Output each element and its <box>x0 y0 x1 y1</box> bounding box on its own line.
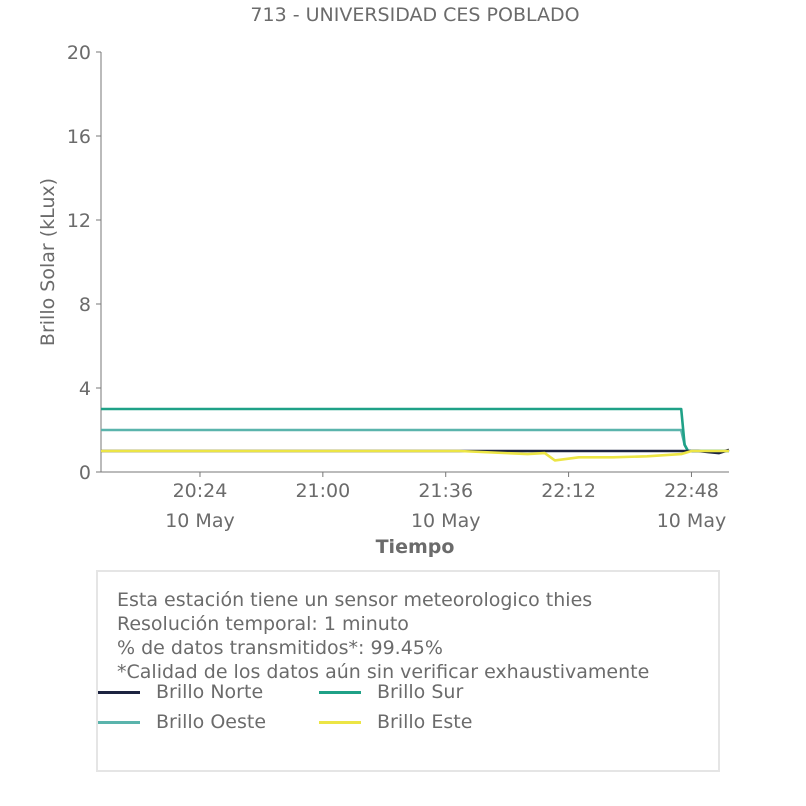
legend-swatch <box>319 721 361 724</box>
info-transmitted-text: % de datos transmitidos*: 99.45% <box>117 637 443 659</box>
x-tick-label: 21:00 <box>295 480 350 502</box>
series-layer <box>101 407 730 462</box>
y-tick-label: 20 <box>67 42 91 64</box>
series-line-brillo-este <box>101 449 729 462</box>
legend-label: Brillo Este <box>377 711 473 733</box>
x-tick-sublabel: 10 May <box>657 510 727 532</box>
legend-item-brillo-norte: Brillo Norte <box>98 680 298 704</box>
legend-label: Brillo Norte <box>156 681 264 703</box>
legend-label: Brillo Sur <box>377 681 464 703</box>
y-tick-label: 0 <box>79 462 91 484</box>
legend-swatch <box>98 691 140 694</box>
chart-title: 713 - UNIVERSIDAD CES POBLADO <box>250 4 579 26</box>
y-tick-label: 8 <box>79 294 91 316</box>
legend-item-brillo-este: Brillo Este <box>319 710 519 734</box>
info-quality-note: *Calidad de los datos aún sin verificar … <box>117 661 650 683</box>
x-tick-label: 21:36 <box>418 480 473 502</box>
info-station-text: Esta estación tiene un sensor meteorolog… <box>117 589 593 611</box>
legend-swatch <box>98 721 140 724</box>
y-tick-label: 4 <box>79 378 91 400</box>
y-tick-label: 16 <box>67 126 91 148</box>
x-tick-sublabel: 10 May <box>165 510 235 532</box>
series-line-brillo-oeste <box>101 428 729 453</box>
chart-canvas: 713 - UNIVERSIDAD CES POBLADO Brillo Sol… <box>37 4 730 558</box>
x-axis-label: Tiempo <box>376 536 455 558</box>
y-tick-label: 12 <box>67 210 91 232</box>
x-tick-label: 20:24 <box>173 480 228 502</box>
x-tick-label: 22:12 <box>541 480 596 502</box>
x-tick-sublabel: 10 May <box>411 510 481 532</box>
x-tick-label: 22:48 <box>664 480 719 502</box>
legend-item-brillo-sur: Brillo Sur <box>319 680 519 704</box>
info-box <box>96 570 720 772</box>
axes: 0 4 8 12 16 20 20:24 10 May 21:00 21:36 10 May 22:1… <box>67 42 729 532</box>
legend-label: Brillo Oeste <box>156 711 267 733</box>
info-resolution-text: Resolución temporal: 1 minuto <box>117 613 409 635</box>
y-axis-label: Brillo Solar (kLux) <box>37 178 59 346</box>
legend-swatch <box>319 691 361 694</box>
legend-item-brillo-oeste: Brillo Oeste <box>98 710 298 734</box>
